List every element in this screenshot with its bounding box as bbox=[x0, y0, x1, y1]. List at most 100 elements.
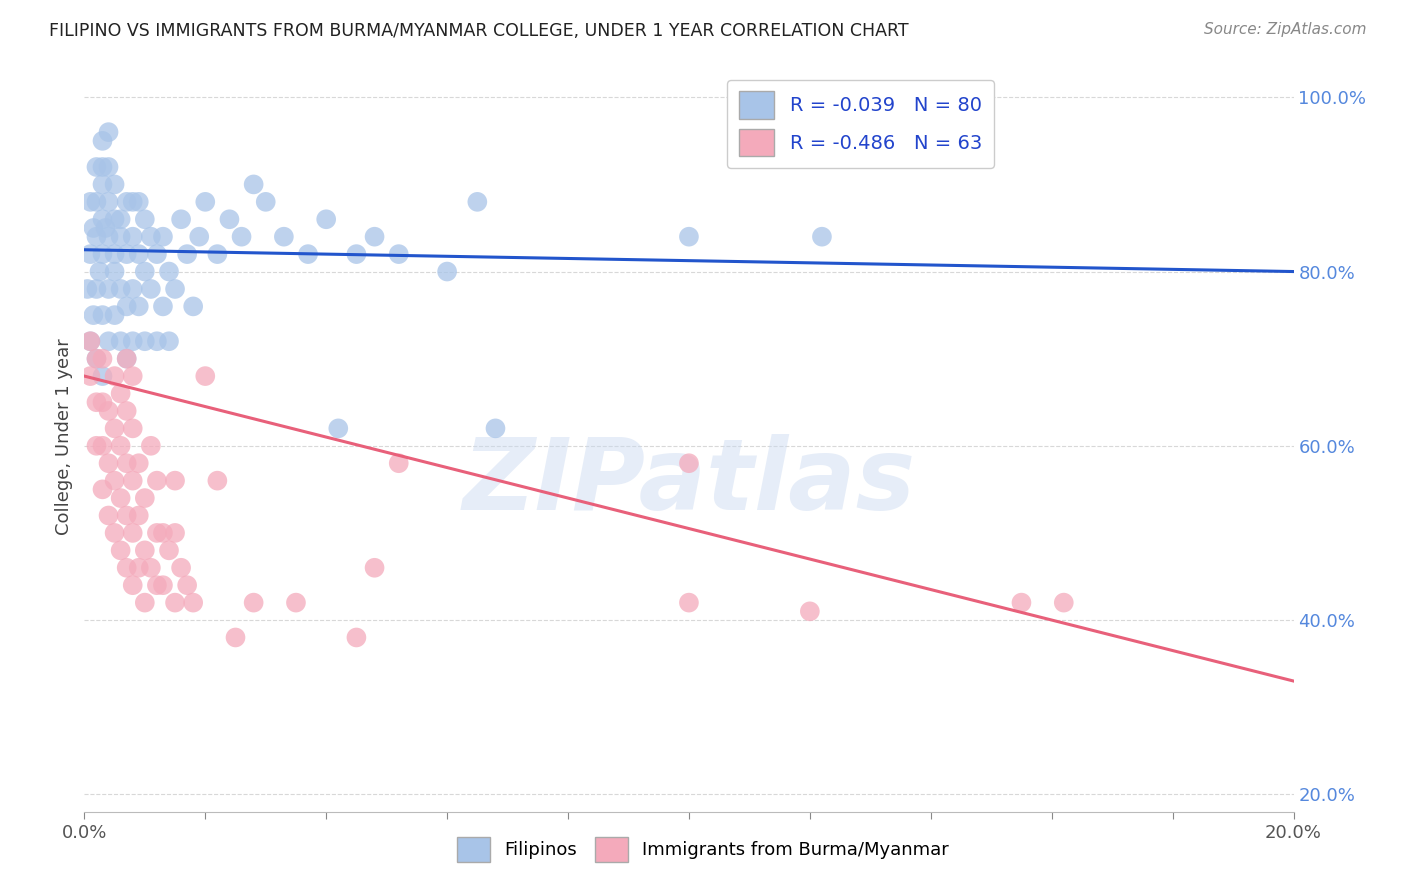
Point bbox=[194, 194, 217, 209]
Point bbox=[139, 282, 162, 296]
Point bbox=[157, 334, 180, 349]
Point bbox=[165, 525, 187, 540]
Point bbox=[254, 194, 277, 209]
Point bbox=[121, 369, 143, 384]
Point bbox=[146, 247, 169, 261]
Point bbox=[76, 282, 98, 296]
Point bbox=[97, 194, 120, 209]
Point bbox=[146, 578, 169, 592]
Point bbox=[86, 395, 108, 409]
Point bbox=[121, 474, 143, 488]
Point bbox=[157, 264, 180, 278]
Point bbox=[91, 212, 114, 227]
Point bbox=[115, 404, 138, 418]
Point bbox=[97, 508, 120, 523]
Point bbox=[115, 561, 138, 575]
Point bbox=[86, 194, 108, 209]
Text: Source: ZipAtlas.com: Source: ZipAtlas.com bbox=[1204, 22, 1367, 37]
Point bbox=[89, 264, 111, 278]
Point bbox=[91, 351, 114, 366]
Point bbox=[207, 474, 229, 488]
Point bbox=[134, 334, 156, 349]
Point bbox=[121, 578, 143, 592]
Point bbox=[128, 194, 150, 209]
Point bbox=[176, 247, 198, 261]
Point bbox=[86, 160, 108, 174]
Point bbox=[104, 212, 127, 227]
Point bbox=[104, 525, 127, 540]
Point bbox=[91, 160, 114, 174]
Point bbox=[436, 264, 458, 278]
Point bbox=[678, 229, 700, 244]
Point bbox=[678, 456, 700, 470]
Point bbox=[181, 299, 204, 313]
Point bbox=[110, 229, 132, 244]
Point bbox=[97, 229, 120, 244]
Point bbox=[97, 456, 120, 470]
Point bbox=[346, 631, 368, 645]
Point bbox=[82, 308, 104, 322]
Point bbox=[678, 596, 700, 610]
Point bbox=[328, 421, 350, 435]
Point bbox=[146, 334, 169, 349]
Y-axis label: College, Under 1 year: College, Under 1 year bbox=[55, 339, 73, 535]
Point bbox=[97, 160, 120, 174]
Point bbox=[181, 596, 204, 610]
Point bbox=[1011, 596, 1033, 610]
Point bbox=[388, 456, 411, 470]
Point bbox=[1053, 596, 1076, 610]
Point bbox=[176, 578, 198, 592]
Point bbox=[110, 282, 132, 296]
Point bbox=[388, 247, 411, 261]
Point bbox=[110, 334, 132, 349]
Point bbox=[86, 351, 108, 366]
Point bbox=[152, 229, 174, 244]
Point bbox=[82, 221, 104, 235]
Text: FILIPINO VS IMMIGRANTS FROM BURMA/MYANMAR COLLEGE, UNDER 1 YEAR CORRELATION CHAR: FILIPINO VS IMMIGRANTS FROM BURMA/MYANMA… bbox=[49, 22, 908, 40]
Point bbox=[91, 178, 114, 192]
Point bbox=[194, 369, 217, 384]
Point bbox=[799, 604, 821, 618]
Point bbox=[104, 421, 127, 435]
Point bbox=[134, 596, 156, 610]
Point bbox=[121, 421, 143, 435]
Point bbox=[165, 596, 187, 610]
Point bbox=[188, 229, 211, 244]
Point bbox=[79, 247, 101, 261]
Point bbox=[110, 386, 132, 401]
Point bbox=[139, 561, 162, 575]
Point bbox=[104, 369, 127, 384]
Point bbox=[104, 178, 127, 192]
Point bbox=[242, 596, 264, 610]
Point bbox=[91, 308, 114, 322]
Point bbox=[104, 308, 127, 322]
Point bbox=[79, 334, 101, 349]
Point bbox=[91, 247, 114, 261]
Point bbox=[121, 282, 143, 296]
Point bbox=[152, 299, 174, 313]
Point bbox=[121, 194, 143, 209]
Point bbox=[104, 474, 127, 488]
Point bbox=[297, 247, 319, 261]
Point bbox=[79, 194, 101, 209]
Point bbox=[218, 212, 240, 227]
Text: ZIPatlas: ZIPatlas bbox=[463, 434, 915, 531]
Point bbox=[225, 631, 247, 645]
Point bbox=[79, 334, 101, 349]
Point bbox=[363, 561, 385, 575]
Point bbox=[104, 247, 127, 261]
Point bbox=[115, 247, 138, 261]
Point bbox=[115, 351, 138, 366]
Legend: R = -0.039   N = 80, R = -0.486   N = 63: R = -0.039 N = 80, R = -0.486 N = 63 bbox=[727, 79, 994, 168]
Point bbox=[97, 125, 120, 139]
Point bbox=[121, 334, 143, 349]
Point bbox=[128, 508, 150, 523]
Point bbox=[231, 229, 253, 244]
Point bbox=[86, 229, 108, 244]
Point bbox=[115, 456, 138, 470]
Point bbox=[484, 421, 506, 435]
Point bbox=[170, 561, 193, 575]
Point bbox=[91, 134, 114, 148]
Point bbox=[152, 525, 174, 540]
Point bbox=[146, 525, 169, 540]
